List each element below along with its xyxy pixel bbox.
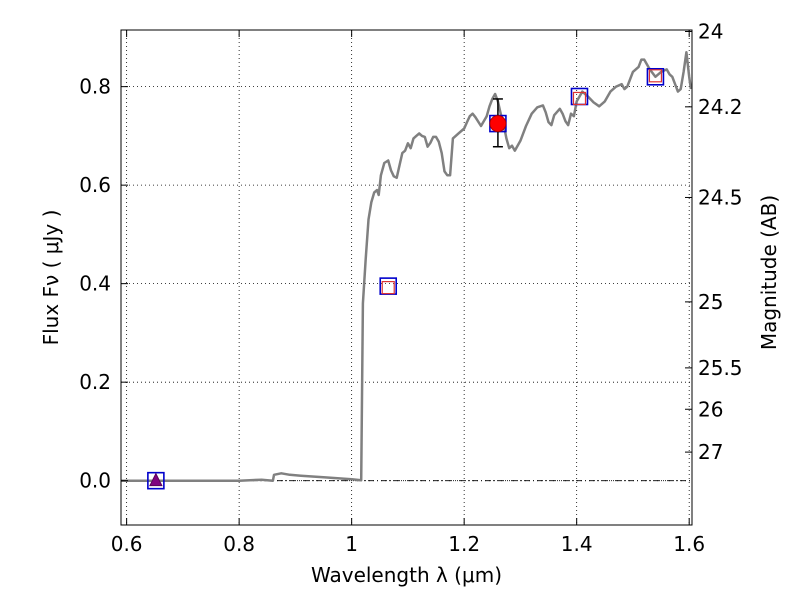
y2-tick-label: 25.5 — [698, 356, 743, 380]
x-axis-label: Wavelength λ (μm) — [311, 563, 502, 587]
y-axis-label: Flux Fν ( μJy ) — [39, 210, 63, 346]
y2-tick-label: 26 — [698, 397, 723, 421]
model-photometry-box — [646, 67, 665, 86]
y2-tick-label: 25 — [698, 290, 723, 314]
y-tick-label: 0.6 — [79, 173, 111, 197]
detected-photometry-point — [489, 115, 507, 133]
y2-axis-label: Magnitude (AB) — [757, 195, 781, 350]
y2-tick-label: 27 — [698, 440, 723, 464]
y2-tick-label: 24 — [698, 19, 723, 43]
upper-limit-triangle — [149, 472, 163, 487]
x-tick-label: 1.4 — [561, 532, 593, 556]
x-tick-label: 1 — [345, 532, 358, 556]
x-tick-label: 1.6 — [673, 532, 705, 556]
y-tick-label: 0.8 — [79, 75, 111, 99]
y-tick-label: 0.4 — [79, 272, 111, 296]
y2-tick-label: 24.5 — [698, 185, 743, 209]
x-tick-label: 1.2 — [448, 532, 480, 556]
x-tick-label: 0.6 — [111, 532, 143, 556]
y-tick-label: 0.0 — [79, 469, 111, 493]
model-photometry-inner-box — [572, 91, 587, 106]
sed-model-line — [121, 50, 693, 482]
model-photometry-inner-box — [648, 69, 663, 83]
y2-tick-label: 24.2 — [698, 95, 743, 119]
x-tick-label: 0.8 — [223, 532, 255, 556]
y-tick-label: 0.2 — [79, 370, 111, 394]
plot-frame — [120, 29, 693, 526]
model-photometry-inner-box — [381, 280, 395, 295]
